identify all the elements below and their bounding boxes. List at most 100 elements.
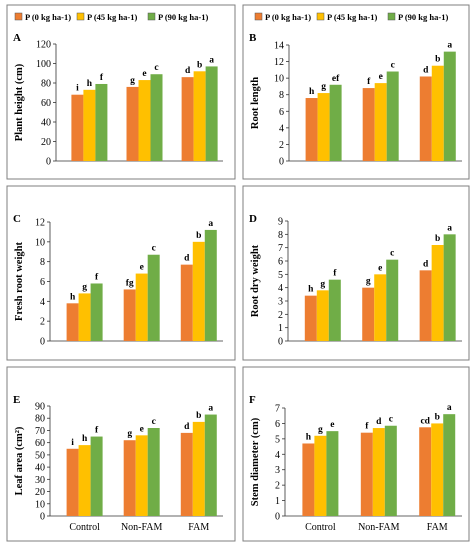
bar: [147, 254, 160, 341]
panel-label: E: [13, 394, 20, 406]
bar: [317, 93, 330, 161]
significance-letter: h: [82, 434, 88, 444]
y-tick-label: 60: [41, 98, 51, 109]
y-tick-label: 7: [278, 243, 283, 254]
significance-letter: c: [152, 244, 156, 254]
legend-swatch: [254, 12, 263, 21]
significance-letter: cd: [420, 416, 430, 426]
y-tick-label: 10: [35, 237, 45, 248]
significance-letter: d: [423, 259, 429, 269]
significance-letter: c: [391, 61, 395, 71]
y-tick-label: 40: [35, 463, 45, 474]
significance-letter: e: [379, 72, 383, 82]
bar: [360, 432, 373, 516]
y-tick-label: 8: [278, 230, 283, 241]
y-tick-label: 2: [279, 140, 284, 151]
significance-letter: g: [321, 82, 326, 92]
y-tick-label: 80: [35, 414, 45, 425]
y-tick-label: 4: [278, 283, 283, 294]
y-tick-label: 70: [35, 426, 45, 437]
bar: [302, 443, 315, 516]
significance-letter: f: [365, 422, 369, 432]
bar: [66, 303, 79, 341]
bar: [181, 77, 194, 161]
y-tick-label: 12: [274, 57, 284, 68]
legend-entry: P (0 kg ha-1): [265, 12, 311, 22]
panel-label: B: [249, 32, 257, 44]
significance-letter: b: [435, 55, 440, 65]
y-axis-title: Root length: [250, 77, 261, 129]
legend-swatch: [147, 12, 156, 21]
significance-letter: a: [447, 403, 452, 413]
y-tick-label: 4: [279, 123, 284, 134]
y-tick-label: 8: [279, 90, 284, 101]
bar: [147, 428, 160, 516]
bar: [135, 435, 148, 516]
x-tick-label: FAM: [188, 522, 209, 533]
y-tick-label: 3: [278, 297, 283, 308]
significance-letter: d: [376, 417, 382, 427]
bar: [193, 71, 206, 161]
y-tick-label: 0: [40, 337, 45, 348]
y-tick-label: 80: [41, 79, 51, 90]
bar: [372, 428, 385, 516]
bar: [71, 94, 84, 161]
significance-letter: f: [95, 272, 99, 282]
bar: [386, 259, 399, 341]
bar: [374, 274, 387, 341]
significance-letter: a: [209, 55, 214, 65]
bar: [316, 290, 329, 341]
y-tick-label: 5: [278, 270, 283, 281]
bar: [304, 295, 317, 341]
y-tick-label: 6: [275, 419, 280, 430]
significance-letter: b: [435, 234, 440, 244]
y-tick-label: 6: [279, 107, 284, 118]
bar: [192, 241, 205, 341]
significance-letter: d: [423, 65, 429, 75]
y-tick-label: 0: [40, 512, 45, 523]
significance-letter: h: [308, 285, 314, 295]
x-tick-label: FAM: [427, 522, 448, 533]
y-tick-label: 90: [35, 402, 45, 413]
panel-label: F: [249, 394, 256, 406]
significance-letter: e: [142, 69, 146, 79]
bar: [326, 431, 339, 516]
bar: [384, 425, 397, 516]
y-tick-label: 1: [275, 496, 280, 507]
y-axis-title: Plant height (cm): [14, 63, 25, 141]
bar: [150, 74, 163, 161]
y-tick-label: 3: [275, 465, 280, 476]
significance-letter: g: [130, 76, 135, 86]
y-tick-label: 0: [275, 512, 280, 523]
bar: [419, 76, 432, 161]
significance-letter: a: [447, 41, 452, 51]
bar: [95, 83, 108, 161]
legend-entry: P (45 kg ha-1): [327, 12, 377, 22]
significance-letter: b: [196, 231, 201, 241]
x-tick-label: Non-FAM: [121, 522, 163, 533]
bar: [204, 414, 217, 516]
bar: [83, 89, 96, 161]
significance-letter: b: [435, 412, 440, 422]
legend-swatch: [14, 12, 23, 21]
y-tick-label: 100: [36, 59, 51, 70]
significance-letter: d: [185, 66, 191, 76]
y-tick-label: 30: [35, 475, 45, 486]
bar: [443, 51, 456, 161]
bar: [419, 427, 432, 516]
y-tick-label: 6: [40, 277, 45, 288]
significance-letter: i: [71, 438, 74, 448]
bar: [90, 436, 103, 516]
x-tick-label: Control: [305, 522, 336, 533]
significance-letter: fg: [126, 278, 134, 288]
x-tick-label: Control: [69, 522, 100, 533]
y-tick-label: 40: [41, 118, 51, 129]
legend-entry: P (90 kg ha-1): [158, 12, 208, 22]
y-tick-label: 10: [274, 74, 284, 85]
bar: [305, 98, 318, 161]
y-tick-label: 5: [275, 434, 280, 445]
significance-letter: h: [309, 87, 315, 97]
legend-entry: P (0 kg ha-1): [25, 12, 71, 22]
